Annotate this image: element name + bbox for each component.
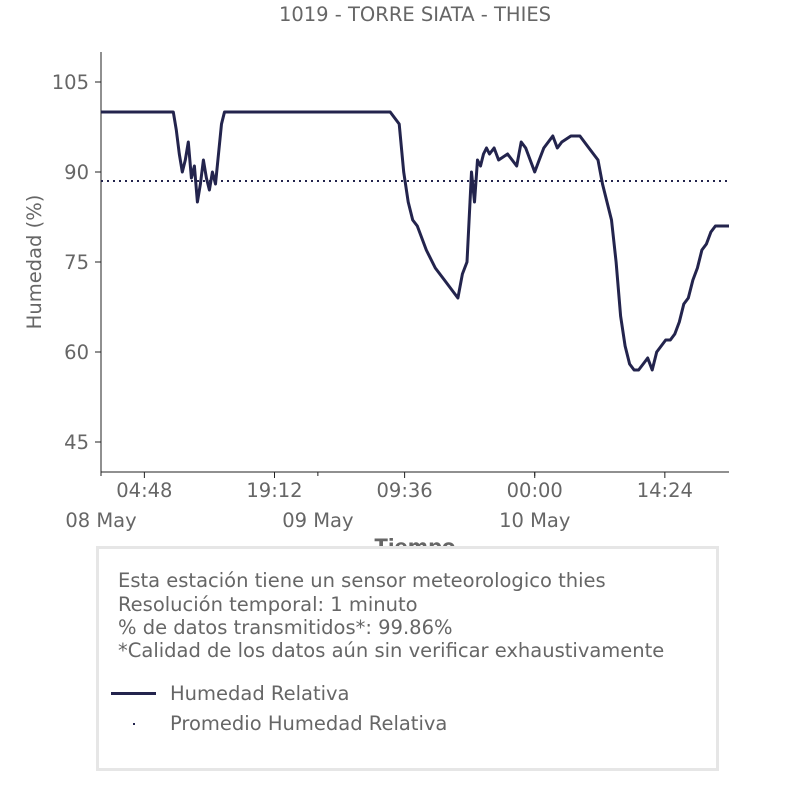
x-tick-label: 14:24 bbox=[637, 479, 693, 502]
temporal-resolution: Resolución temporal: 1 minuto bbox=[118, 593, 418, 616]
legend-line-swatch bbox=[111, 692, 156, 695]
data-transmitted: % de datos transmitidos*: 99.86% bbox=[118, 616, 453, 639]
x-day-label: 08 May bbox=[65, 509, 136, 532]
x-tick-label: 19:12 bbox=[246, 479, 302, 502]
legend-dot-swatch bbox=[133, 723, 135, 725]
ticks: 45 60 75 90 105 04:48 19:12 09:36 00:00 14:24 08 M… bbox=[52, 71, 693, 532]
y-tick-label: 75 bbox=[64, 251, 89, 274]
x-tick-label: 00:00 bbox=[507, 479, 563, 502]
legend-label-average: Promedio Humedad Relativa bbox=[170, 712, 448, 735]
data-quality-note: *Calidad de los datos aún sin verificar … bbox=[118, 639, 665, 662]
y-tick-label: 90 bbox=[64, 161, 89, 184]
x-tick-label: 04:48 bbox=[116, 479, 172, 502]
x-tick-label: 09:36 bbox=[377, 479, 433, 502]
chart-title: 1019 - TORRE SIATA - THIES bbox=[279, 3, 551, 26]
axes bbox=[100, 52, 729, 473]
x-day-label: 10 May bbox=[499, 509, 570, 532]
y-axis-label: Humedad (%) bbox=[23, 195, 46, 330]
station-description: Esta estación tiene un sensor meteorolog… bbox=[118, 569, 606, 592]
y-tick-label: 105 bbox=[52, 71, 89, 94]
series bbox=[101, 110, 729, 372]
info-legend-box: Esta estación tiene un sensor meteorolog… bbox=[96, 546, 719, 771]
humidity-series-line bbox=[101, 110, 729, 372]
y-tick-label: 60 bbox=[64, 341, 89, 364]
legend-label-humidity: Humedad Relativa bbox=[170, 682, 350, 705]
y-tick-label: 45 bbox=[64, 431, 89, 454]
x-day-label: 09 May bbox=[282, 509, 353, 532]
